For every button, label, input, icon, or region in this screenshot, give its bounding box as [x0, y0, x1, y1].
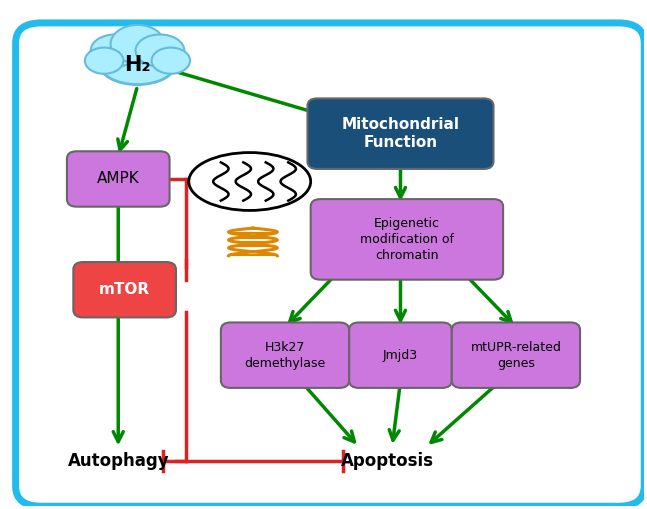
Text: Apoptosis: Apoptosis — [341, 452, 434, 470]
Ellipse shape — [99, 42, 176, 84]
Text: AMPK: AMPK — [97, 172, 140, 186]
Text: Mitochondrial
Function: Mitochondrial Function — [342, 117, 459, 151]
Ellipse shape — [111, 25, 164, 63]
FancyBboxPatch shape — [349, 323, 452, 388]
Ellipse shape — [136, 35, 184, 67]
FancyBboxPatch shape — [307, 98, 494, 169]
Text: Autophagy: Autophagy — [67, 452, 169, 470]
FancyBboxPatch shape — [452, 323, 580, 388]
FancyBboxPatch shape — [311, 199, 503, 279]
Text: H₂: H₂ — [124, 54, 151, 75]
Ellipse shape — [151, 47, 190, 74]
Text: Jmjd3: Jmjd3 — [383, 349, 418, 362]
FancyBboxPatch shape — [67, 151, 170, 207]
Text: mtUPR-related
genes: mtUPR-related genes — [470, 341, 562, 370]
Text: H3k27
demethylase: H3k27 demethylase — [245, 341, 325, 370]
Ellipse shape — [91, 35, 139, 67]
FancyBboxPatch shape — [73, 262, 176, 318]
FancyBboxPatch shape — [16, 23, 644, 506]
Ellipse shape — [189, 153, 311, 210]
Text: Epigenetic
modification of
chromatin: Epigenetic modification of chromatin — [360, 217, 454, 262]
Ellipse shape — [85, 47, 124, 74]
Text: mTOR: mTOR — [99, 282, 150, 297]
FancyBboxPatch shape — [221, 323, 349, 388]
